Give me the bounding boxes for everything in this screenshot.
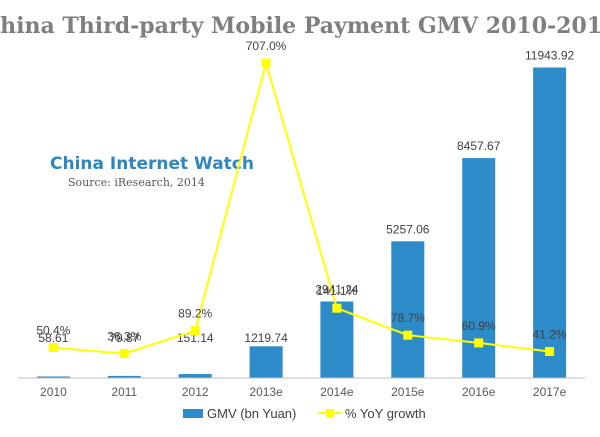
bar-2017e [533,67,567,378]
bar-value-label-2011: 79.87 [109,331,139,345]
growth-marker-2017e [545,347,555,356]
growth-value-label-2015e: 78.7% [391,311,425,325]
bar-value-label-2017e: 11943.92 [525,49,574,63]
growth-line-group: 50.4% 36.3% 89.2% 707.0% 141.1% 78.7% 60.9% 41.… [36,39,567,359]
bar-value-label-2014e: 2941.24 [315,283,359,297]
bar-value-label-2015e: 5257.06 [386,222,430,236]
growth-value-label-2012: 89.2% [178,307,212,321]
growth-line [53,59,550,355]
growth-value-label-2016e: 60.9% [462,319,496,333]
watermark-title: China Internet Watch [50,154,254,174]
x-tick-label-2015e: 2015e [391,385,425,399]
watermark: China Internet Watch Source: iResearch, … [50,154,254,189]
legend-swatch-gmv [183,409,203,418]
x-tick-labels: 2010 2011 2012 2013e 2014e 2015e 2016e 2017e [40,385,567,399]
growth-value-label-2017e: 41.2% [533,328,567,342]
bar-2012 [178,374,212,378]
x-tick-label-2010: 2010 [40,385,67,399]
bar-value-label-2013e: 1219.74 [244,331,288,345]
growth-value-label-2013e: 707.0% [246,39,287,53]
growth-value-label-2014e: 141.1% [317,284,358,298]
gmv-bars [36,67,567,378]
growth-marker-2011 [119,349,129,359]
growth-marker-2010 [48,343,58,352]
bar-value-label-2010: 58.61 [38,331,68,345]
growth-value-label-2011: 36.3% [107,330,141,344]
bar-2011 [107,375,141,378]
x-tick-label-2014e: 2014e [320,385,354,399]
gmv-bar-labels: 58.61 79.87 151.14 1219.742941.245257.06845… [38,49,574,346]
growth-marker-2013e [261,58,271,68]
x-tick-label-2011: 2011 [111,385,137,399]
bar-2015e [391,241,425,378]
bar-2014e [320,301,354,378]
bar-2013e [249,346,283,378]
legend-label-gmv: GMV (bn Yuan) [207,406,296,421]
growth-marker-2012 [190,326,200,336]
bar-value-label-2016e: 8457.67 [457,139,501,153]
growth-marker-2016e [474,338,484,348]
chart-title: China Third-party Mobile Payment GMV 201… [0,13,600,39]
growth-value-label-2010: 50.4% [36,324,70,338]
x-tick-label-2013e: 2013e [249,385,283,399]
legend: GMV (bn Yuan) % YoY growth [183,406,426,421]
legend-swatch-growth-marker [326,409,334,417]
growth-marker-2015e [403,330,413,340]
x-tick-label-2017e: 2017e [533,385,567,399]
bar-2010 [36,376,70,378]
x-tick-label-2016e: 2016e [462,385,496,399]
growth-marker-2014e [332,303,342,313]
watermark-source: Source: iResearch, 2014 [68,176,205,189]
legend-label-growth: % YoY growth [345,406,426,421]
x-tick-label-2012: 2012 [182,385,209,399]
